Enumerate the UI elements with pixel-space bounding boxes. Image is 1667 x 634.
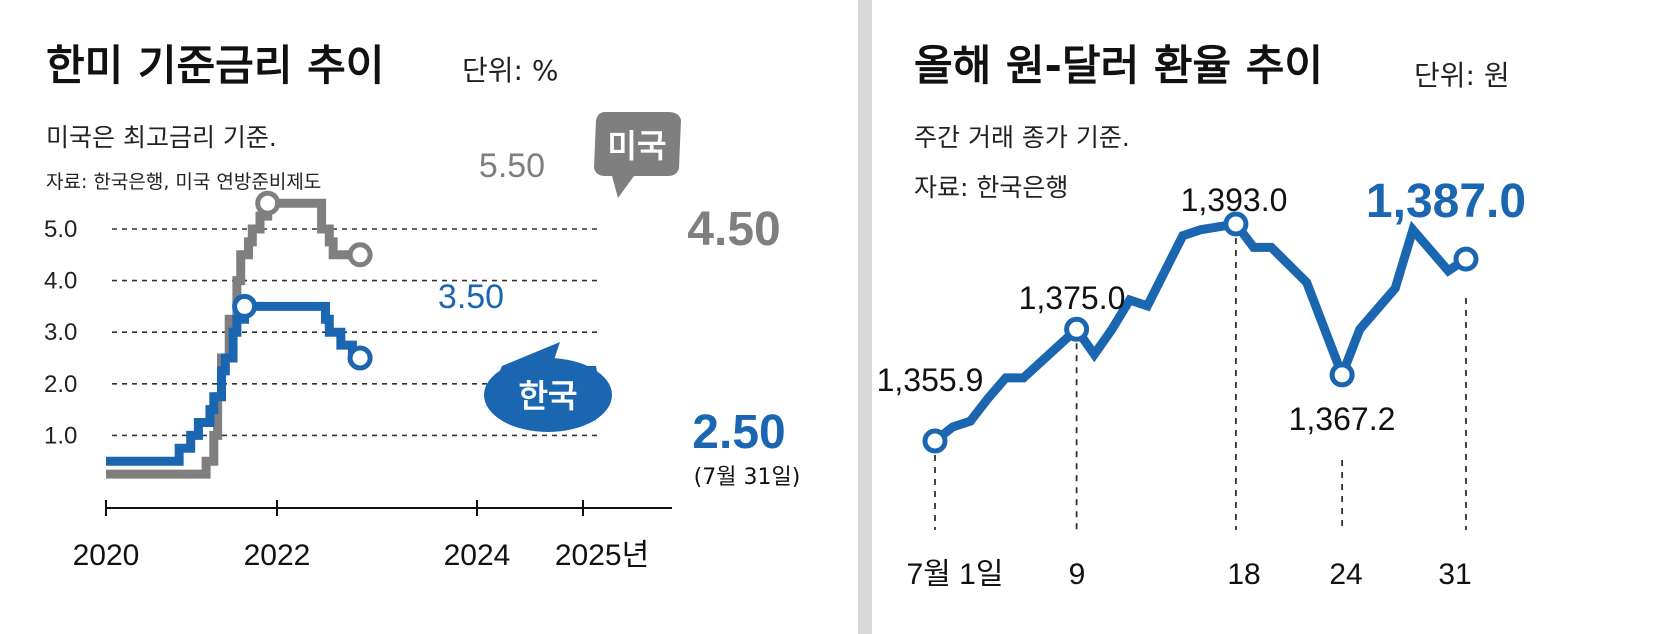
fx-chart-title: 올해 원-달러 환율 추이 (914, 41, 1323, 90)
us-rate-line (106, 198, 361, 479)
fx-value-label: 1,393.0 (1181, 182, 1288, 218)
fx-rate-line (932, 219, 1469, 445)
us-peak-marker (255, 190, 281, 216)
rate-x-tick: 2025년 (555, 539, 649, 572)
rate-chart-panel: 한미 기준금리 추이 단위: % 미국은 최고금리 기준. 자료: 한국은행, … (44, 41, 801, 572)
fx-value-label: 1,367.2 (1289, 401, 1396, 437)
fx-line (922, 211, 1479, 454)
rate-y-tick: 2.0 (44, 371, 77, 398)
us-end-marker (347, 242, 373, 268)
rate-x-axis: 2020 2022 2024 2025년 (73, 500, 672, 572)
fx-x-tick: 18 (1227, 558, 1260, 591)
fx-chart-note: 주간 거래 종가 기준. (914, 123, 1130, 152)
fx-chart: 올해 원-달러 환율 추이 단위: 원 주간 거래 종가 기준. 자료: 한국은… (877, 41, 1526, 591)
rate-chart-title: 한미 기준금리 추이 (46, 41, 384, 90)
korea-bubble-shape (484, 358, 612, 432)
us-bubble-shape (594, 112, 681, 198)
fx-value-label: 1,375.0 (1019, 280, 1126, 316)
rate-chart-note: 미국은 최고금리 기준. (46, 123, 277, 152)
korea-rate-line (106, 301, 361, 466)
fx-drop-lines (934, 237, 1467, 530)
rate-y-tick: 1.0 (44, 422, 77, 449)
korea-peak-marker (232, 293, 258, 319)
us-end-label: 4.50 (687, 203, 780, 256)
fx-value-label: 1,355.9 (877, 362, 984, 398)
rate-x-tick: 2020 (73, 539, 140, 572)
fx-marker (1064, 316, 1090, 342)
fx-x-tick: 31 (1438, 558, 1471, 591)
korea-date-label: (7월 31일) (694, 465, 801, 490)
fx-value-label: 1,387.0 (1366, 175, 1526, 228)
korea-end-marker (347, 345, 373, 371)
rate-chart-source: 자료: 한국은행, 미국 연방준비제도 (46, 171, 321, 193)
us-bubble-label: 미국 (608, 127, 667, 165)
rate-y-tick: 5.0 (44, 216, 77, 243)
fx-marker (1329, 362, 1355, 388)
rate-y-tick: 4.0 (44, 268, 77, 295)
rate-chart-unit: 단위: % (462, 54, 558, 87)
fx-value-labels: 1,355.9 1,375.0 1,393.0 1,367.2 1,387.0 (877, 175, 1526, 437)
fx-chart-unit: 단위: 원 (1414, 59, 1510, 92)
fx-x-axis: 7월 1일 9 18 24 31 (907, 558, 1472, 591)
rate-lines (106, 190, 373, 479)
rate-x-tick: 2022 (244, 539, 311, 572)
fx-x-tick: 9 (1069, 558, 1086, 591)
fx-chart-panel: 올해 원-달러 환율 추이 단위: 원 주간 거래 종가 기준. 자료: 한국은… (872, 0, 1667, 634)
fx-x-tick: 7월 1일 (907, 558, 1004, 591)
fx-x-tick: 24 (1329, 558, 1362, 591)
us-peak-label: 5.50 (479, 147, 545, 185)
fx-marker (1223, 211, 1249, 237)
us-bubble: 미국 (594, 112, 681, 198)
panel-divider (858, 0, 872, 634)
rate-chart: 한미 기준금리 추이 단위: % 미국은 최고금리 기준. 자료: 한국은행, … (44, 41, 801, 572)
fx-marker (922, 428, 948, 454)
fx-chart-source: 자료: 한국은행 (914, 173, 1068, 202)
rate-y-tick: 3.0 (44, 319, 77, 346)
korea-end-label: 2.50 (692, 406, 785, 459)
fx-marker (1453, 246, 1479, 272)
rate-x-tick: 2024 (444, 539, 511, 572)
korea-bubble: 한국 (484, 342, 612, 432)
korea-bubble-label: 한국 (519, 377, 578, 415)
korea-peak-label: 3.50 (438, 278, 504, 316)
